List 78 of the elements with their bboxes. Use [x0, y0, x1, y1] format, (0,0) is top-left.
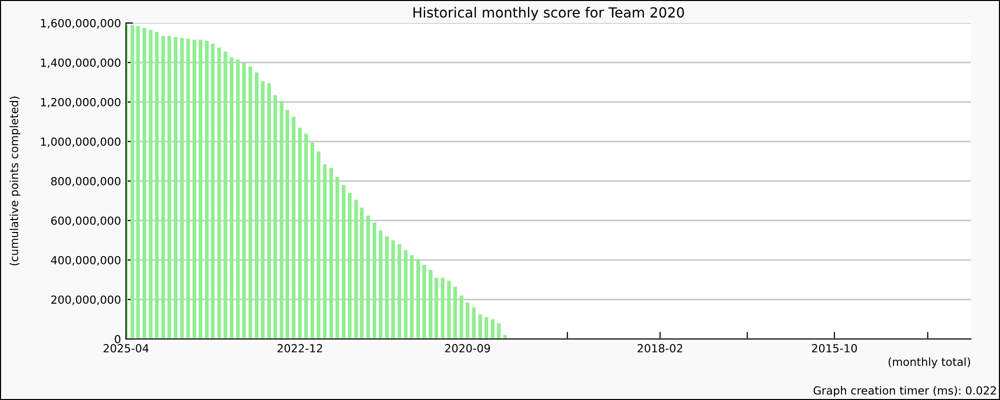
bar	[210, 44, 215, 339]
bar	[447, 280, 451, 339]
bar	[254, 72, 258, 339]
bar	[236, 60, 240, 339]
x-tick-label: 2020-09	[445, 344, 490, 352]
bar	[174, 36, 178, 339]
bar	[167, 36, 172, 339]
bar	[422, 264, 426, 339]
bar	[230, 58, 234, 339]
x-tick-label: 2022-12	[278, 344, 322, 352]
bar	[416, 259, 420, 339]
bar	[410, 255, 414, 339]
y-tick-label: 1,200,000,000	[41, 98, 120, 108]
bar	[316, 151, 320, 339]
y-tick-label: 1,000,000,000	[41, 137, 120, 148]
y-tick-label: 200,000,000	[51, 295, 120, 306]
bar	[154, 32, 159, 339]
y-axis-title: (cumulative points completed)	[10, 96, 20, 266]
y-tick-label: 800,000,000	[51, 176, 120, 187]
y-tick-label: 600,000,000	[51, 216, 120, 226]
bar	[130, 24, 134, 339]
bar	[280, 101, 284, 339]
bar	[460, 296, 464, 339]
text: Graph creation timer (ms): 0.022	[814, 386, 996, 397]
bar	[478, 314, 482, 339]
bar	[484, 317, 488, 339]
bar	[453, 286, 457, 339]
y-tick-label: 400,000,000	[50, 256, 120, 266]
bar	[192, 40, 196, 339]
y-tick-label: 0	[114, 334, 120, 344]
bar	[391, 240, 395, 339]
bar	[342, 184, 346, 339]
bar	[335, 177, 340, 339]
bar	[496, 323, 501, 339]
bar	[242, 62, 246, 339]
bar	[360, 208, 364, 339]
y-tick-label: 1,400,000,000	[41, 58, 120, 68]
chart-title: Historical monthly score for Team 2020	[413, 6, 684, 20]
bar	[180, 38, 184, 339]
bar	[323, 164, 327, 339]
bar	[224, 52, 228, 339]
bar	[198, 40, 202, 339]
bar	[372, 222, 376, 339]
bar	[398, 244, 402, 339]
bar	[217, 48, 221, 339]
bar	[148, 30, 153, 339]
bar	[304, 134, 308, 339]
bar	[428, 270, 432, 339]
bar	[354, 200, 358, 339]
bar	[385, 236, 389, 339]
bar	[285, 110, 290, 339]
bar	[472, 307, 476, 339]
bar	[366, 216, 370, 339]
bar	[440, 278, 444, 339]
bar	[161, 36, 165, 339]
x-axis-title: (monthly total)	[888, 357, 970, 368]
bar	[298, 128, 302, 339]
x-tick-label: 2018-02	[638, 344, 682, 352]
bar	[136, 26, 140, 339]
bar	[466, 302, 470, 339]
bar	[260, 81, 265, 339]
y-tick-label: 1,600,000,000	[41, 18, 120, 29]
bar	[310, 142, 314, 339]
bar	[267, 83, 271, 339]
bar	[248, 66, 252, 339]
x-tick-label: 2015-10	[812, 344, 857, 352]
bar	[273, 95, 278, 339]
bar	[292, 116, 296, 339]
bar	[142, 28, 146, 339]
bar	[348, 192, 352, 339]
bar	[404, 250, 408, 339]
bar	[378, 230, 382, 339]
bar	[329, 168, 334, 339]
x-tick-label: 2025-04	[104, 344, 149, 352]
bar	[205, 40, 209, 339]
bar	[490, 319, 494, 339]
bar	[434, 278, 438, 339]
bar	[186, 38, 190, 339]
